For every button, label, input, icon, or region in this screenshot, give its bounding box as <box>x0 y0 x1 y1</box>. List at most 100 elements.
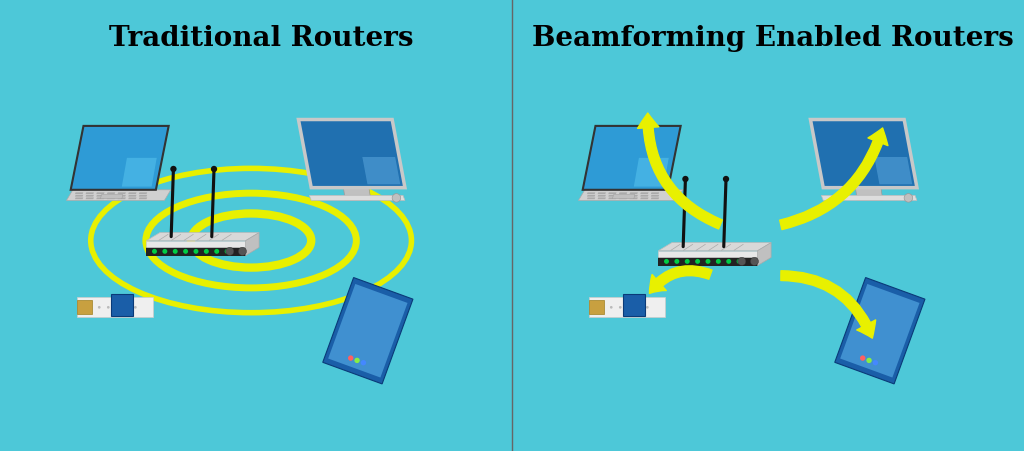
Circle shape <box>860 355 865 361</box>
Circle shape <box>348 355 353 361</box>
Circle shape <box>392 193 400 202</box>
Polygon shape <box>75 192 83 194</box>
Polygon shape <box>840 284 920 377</box>
Circle shape <box>872 360 879 365</box>
Circle shape <box>726 259 731 264</box>
Circle shape <box>214 249 219 254</box>
Polygon shape <box>651 192 659 194</box>
Polygon shape <box>122 158 157 187</box>
Circle shape <box>737 258 745 266</box>
Polygon shape <box>658 257 758 266</box>
Polygon shape <box>96 192 104 194</box>
Polygon shape <box>111 294 133 316</box>
Polygon shape <box>598 192 606 194</box>
Polygon shape <box>623 294 645 316</box>
Circle shape <box>751 258 759 266</box>
Polygon shape <box>598 195 606 197</box>
Circle shape <box>106 306 110 308</box>
Polygon shape <box>587 192 595 194</box>
Circle shape <box>224 249 229 254</box>
Polygon shape <box>146 241 246 247</box>
Circle shape <box>695 259 700 264</box>
Circle shape <box>646 306 648 308</box>
Polygon shape <box>96 195 104 197</box>
Polygon shape <box>651 195 659 197</box>
Polygon shape <box>298 120 404 188</box>
Circle shape <box>354 358 359 363</box>
Polygon shape <box>118 195 126 197</box>
Polygon shape <box>608 192 616 194</box>
Polygon shape <box>583 126 681 190</box>
Polygon shape <box>139 195 147 197</box>
Polygon shape <box>874 157 912 184</box>
Polygon shape <box>323 277 413 384</box>
Polygon shape <box>146 247 246 256</box>
Polygon shape <box>86 198 94 199</box>
Polygon shape <box>821 195 916 200</box>
Circle shape <box>163 249 167 254</box>
Circle shape <box>360 360 367 365</box>
Circle shape <box>183 249 188 254</box>
Polygon shape <box>309 195 404 200</box>
Circle shape <box>225 247 233 255</box>
Polygon shape <box>608 195 616 197</box>
Circle shape <box>618 306 622 308</box>
Polygon shape <box>651 198 659 199</box>
FancyArrowPatch shape <box>781 271 876 338</box>
Circle shape <box>904 193 912 202</box>
Polygon shape <box>640 198 648 199</box>
FancyArrowPatch shape <box>779 128 888 230</box>
Text: Beamforming Enabled Routers: Beamforming Enabled Routers <box>532 25 1014 52</box>
Circle shape <box>134 306 136 308</box>
Polygon shape <box>67 190 171 200</box>
Polygon shape <box>589 297 666 318</box>
Circle shape <box>682 176 688 182</box>
Circle shape <box>170 166 176 172</box>
Polygon shape <box>598 198 606 199</box>
Circle shape <box>125 306 128 308</box>
Circle shape <box>152 249 157 254</box>
Polygon shape <box>106 192 116 194</box>
Polygon shape <box>118 198 126 199</box>
Polygon shape <box>618 195 628 197</box>
Polygon shape <box>146 233 259 241</box>
Polygon shape <box>658 251 758 257</box>
Circle shape <box>637 306 640 308</box>
Circle shape <box>116 306 119 308</box>
Circle shape <box>706 259 711 264</box>
Polygon shape <box>579 190 683 200</box>
Polygon shape <box>246 233 259 256</box>
Polygon shape <box>618 198 628 199</box>
Polygon shape <box>86 195 94 197</box>
Polygon shape <box>106 198 116 199</box>
Polygon shape <box>630 195 638 197</box>
Polygon shape <box>75 195 83 197</box>
Polygon shape <box>139 192 147 194</box>
Circle shape <box>173 249 178 254</box>
Circle shape <box>664 259 669 264</box>
Polygon shape <box>640 195 648 197</box>
Polygon shape <box>118 192 126 194</box>
Polygon shape <box>630 198 638 199</box>
Polygon shape <box>106 195 116 197</box>
FancyArrowPatch shape <box>638 113 722 229</box>
Polygon shape <box>587 198 595 199</box>
Polygon shape <box>128 192 136 194</box>
Polygon shape <box>630 192 638 194</box>
Polygon shape <box>589 300 604 314</box>
Polygon shape <box>71 126 169 190</box>
Circle shape <box>716 259 721 264</box>
Circle shape <box>723 176 729 182</box>
Polygon shape <box>100 194 123 199</box>
Polygon shape <box>835 277 925 384</box>
Circle shape <box>194 249 199 254</box>
Polygon shape <box>128 198 136 199</box>
Circle shape <box>628 306 631 308</box>
Circle shape <box>610 306 612 308</box>
FancyArrowPatch shape <box>649 266 712 294</box>
Polygon shape <box>758 243 771 266</box>
Circle shape <box>98 306 100 308</box>
Polygon shape <box>86 192 94 194</box>
Polygon shape <box>634 158 669 187</box>
Polygon shape <box>77 300 92 314</box>
